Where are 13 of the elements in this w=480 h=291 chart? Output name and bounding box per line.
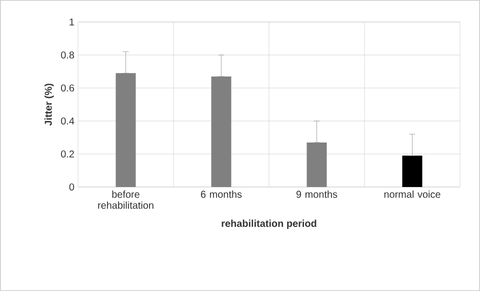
bar bbox=[402, 156, 422, 187]
y-tick-label: 0.2 bbox=[61, 150, 74, 158]
y-axis-title: Jitter (%) bbox=[44, 84, 54, 126]
x-axis-title: rehabilitation period bbox=[222, 220, 316, 229]
y-tick-label: 0 bbox=[69, 183, 74, 191]
y-tick-label: 0.4 bbox=[61, 117, 74, 125]
x-tick-label: before rehabilitation bbox=[98, 190, 154, 209]
y-tick-label: 0.8 bbox=[61, 51, 74, 59]
y-tick-label: 0.6 bbox=[61, 84, 74, 92]
x-tick-label: normal voice bbox=[384, 190, 440, 198]
x-tick-label: 9 months bbox=[296, 190, 338, 198]
y-tick-label: 1 bbox=[70, 18, 74, 26]
x-tick-label: 6 months bbox=[200, 190, 242, 198]
